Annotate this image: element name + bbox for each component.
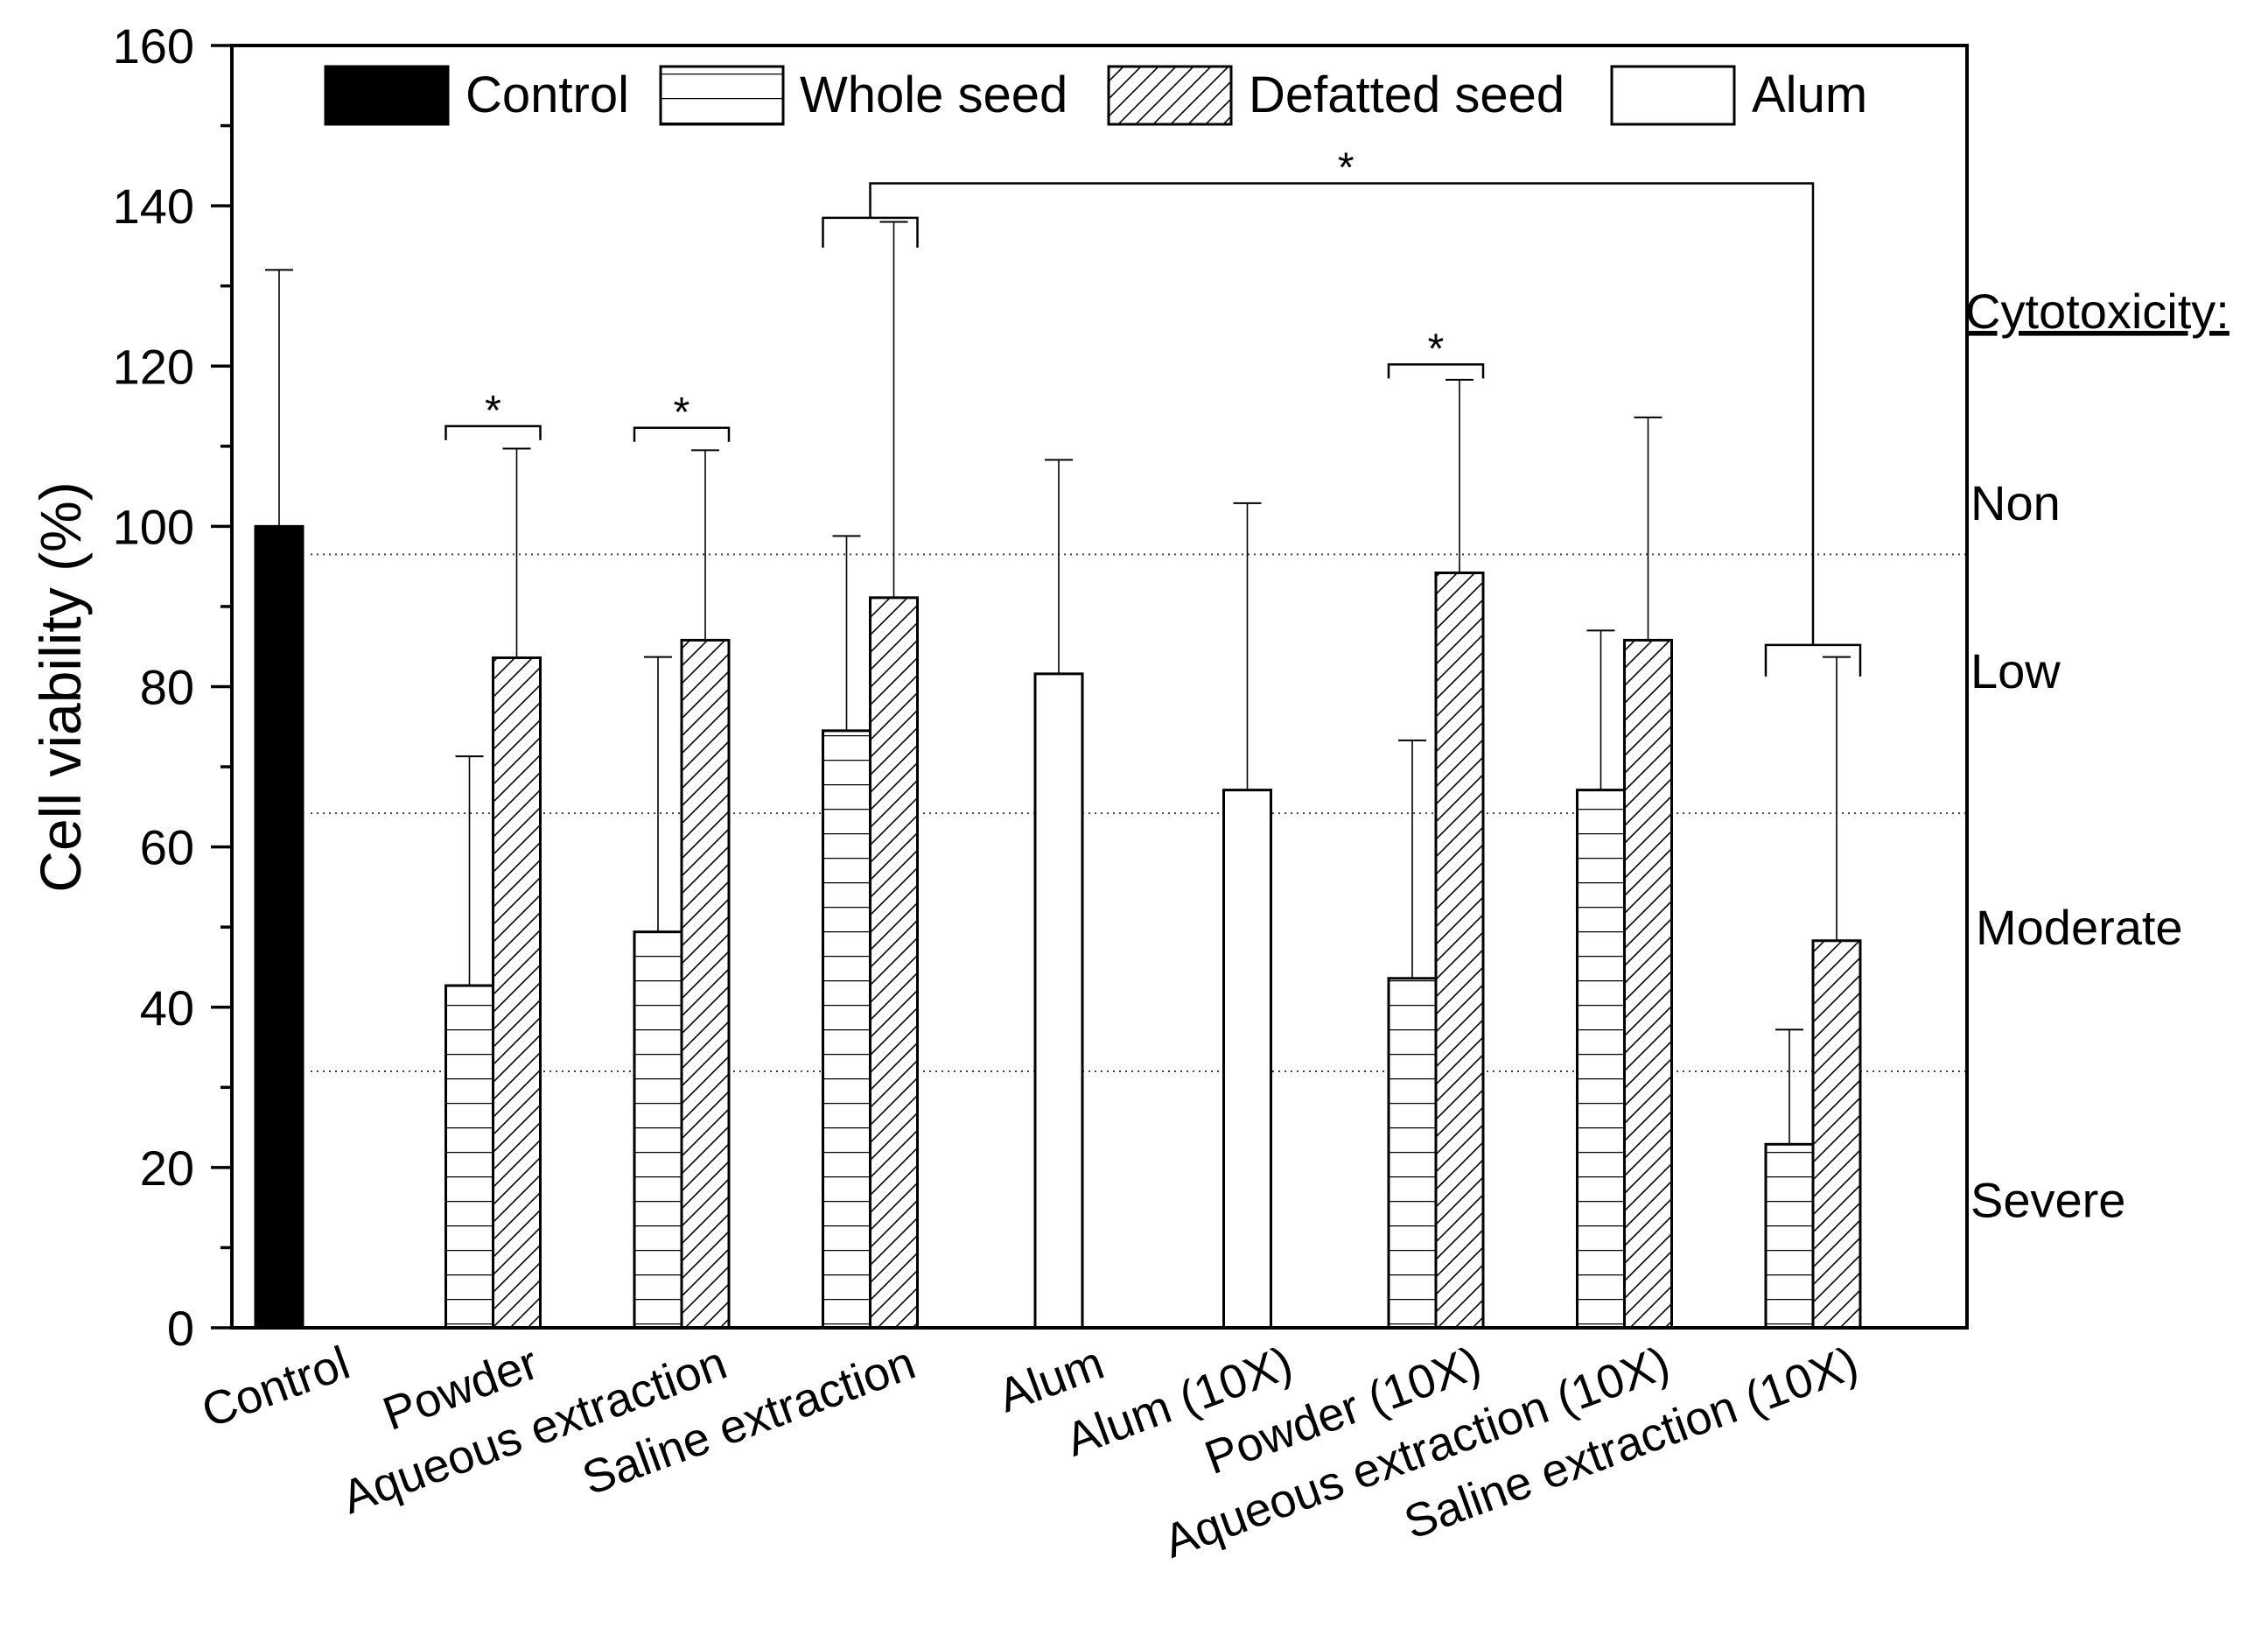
bar-aqueous-extraction-10x-defatted-seed	[1623, 638, 1673, 1330]
cytotoxicity-level-severe: Severe	[1970, 1173, 2125, 1228]
error-bar-aqueous-extraction-10x-defatted-seed	[1634, 416, 1662, 641]
error-bar-saline-extraction-defatted-seed	[879, 221, 908, 598]
y-tick-label: 40	[140, 980, 194, 1035]
error-bar-aqueous-extraction-whole-seed	[644, 656, 672, 932]
significance-asterisk: *	[485, 388, 501, 434]
bar-alum-alum	[1033, 672, 1084, 1330]
significance-bracket	[1387, 363, 1485, 379]
error-bar-alum-alum	[1045, 459, 1073, 674]
cytotoxicity-level-non: Non	[1970, 475, 2061, 530]
group-connector	[869, 182, 1815, 645]
legend-label: Control	[466, 67, 629, 123]
error-bar-powder-defatted-seed	[502, 447, 531, 658]
significance-3: *	[1387, 326, 1485, 379]
y-axis-label: Cell viability (%)	[28, 481, 93, 892]
significance-4: *	[822, 144, 1862, 677]
error-bar-saline-extraction-10x-whole-seed	[1775, 1028, 1803, 1145]
bar-powder-10x-whole-seed	[1387, 977, 1438, 1330]
significance-asterisk: *	[1338, 144, 1354, 191]
y-tick-label: 60	[140, 820, 194, 875]
legend-label: Defatted seed	[1249, 67, 1564, 123]
significance-1: *	[444, 388, 542, 440]
significance-bracket	[633, 426, 731, 442]
legend-item-control: Control	[324, 65, 629, 126]
legend-item-defatted-seed: Defatted seed	[1107, 65, 1564, 126]
legend: Control Whole seed Defatted seed Alum	[324, 65, 1867, 126]
bar-saline-extraction-defatted-seed	[869, 596, 919, 1330]
bar-saline-extraction-10x-defatted-seed	[1811, 939, 1862, 1330]
cytotoxicity-title: Cytotoxicity:	[1965, 284, 2230, 339]
error-bar-powder-10x-defatted-seed	[1446, 378, 1474, 573]
significance-markers: * * * *	[444, 144, 1862, 677]
bar-control-control	[254, 524, 304, 1330]
legend-swatch	[324, 65, 450, 126]
bar-series	[254, 524, 1862, 1330]
error-bar-powder-10x-whole-seed	[1398, 739, 1426, 979]
legend-swatch	[1107, 65, 1233, 126]
y-tick-label: 120	[113, 339, 194, 394]
x-tick-label-control: Control	[195, 1337, 356, 1438]
y-tick-label: 140	[113, 179, 194, 234]
significance-asterisk: *	[1428, 326, 1445, 372]
legend-item-whole-seed: Whole seed	[659, 65, 1068, 126]
error-bar-saline-extraction-whole-seed	[832, 535, 861, 731]
group-bracket-right	[1764, 643, 1862, 677]
bar-alum-10x-alum	[1222, 789, 1272, 1330]
error-bar-powder-whole-seed	[455, 755, 484, 986]
cytotoxicity-threshold-lines	[311, 553, 1967, 1072]
cytotoxicity-scale: Cytotoxicity: Non Low Moderate Severe	[1965, 284, 2230, 1228]
significance-2: *	[633, 389, 731, 442]
error-bar-control-control	[265, 269, 293, 527]
bar-saline-extraction-whole-seed	[822, 729, 872, 1330]
error-bars	[265, 221, 1851, 1145]
legend-swatch	[1610, 65, 1736, 126]
bar-powder-whole-seed	[444, 984, 494, 1330]
legend-label: Whole seed	[800, 67, 1068, 123]
y-tick-label: 100	[113, 499, 194, 554]
legend-swatch	[659, 65, 785, 126]
bar-aqueous-extraction-whole-seed	[633, 930, 683, 1330]
y-axis: 0 20 40 60 80 100 120 140 160	[113, 18, 232, 1356]
y-tick-label: 160	[113, 18, 194, 74]
bar-aqueous-extraction-10x-whole-seed	[1576, 789, 1626, 1330]
error-bar-saline-extraction-10x-defatted-seed	[1823, 656, 1851, 941]
error-bar-alum-10x-alum	[1233, 502, 1262, 790]
cytotoxicity-level-moderate: Moderate	[1976, 900, 2183, 955]
cytotoxicity-level-low: Low	[1970, 643, 2061, 698]
y-tick-label: 80	[140, 660, 194, 715]
significance-asterisk: *	[674, 389, 690, 436]
y-tick-label: 0	[167, 1301, 194, 1356]
error-bar-aqueous-extraction-10x-whole-seed	[1586, 629, 1615, 790]
error-bar-aqueous-extraction-defatted-seed	[691, 449, 719, 641]
significance-bracket	[444, 425, 542, 440]
bar-powder-defatted-seed	[492, 656, 542, 1330]
bar-saline-extraction-10x-whole-seed	[1764, 1142, 1815, 1330]
legend-item-alum: Alum	[1610, 65, 1867, 126]
bar-powder-10x-defatted-seed	[1434, 571, 1485, 1330]
y-tick-label: 20	[140, 1140, 194, 1196]
legend-label: Alum	[1752, 67, 1867, 123]
bar-aqueous-extraction-defatted-seed	[680, 638, 731, 1330]
